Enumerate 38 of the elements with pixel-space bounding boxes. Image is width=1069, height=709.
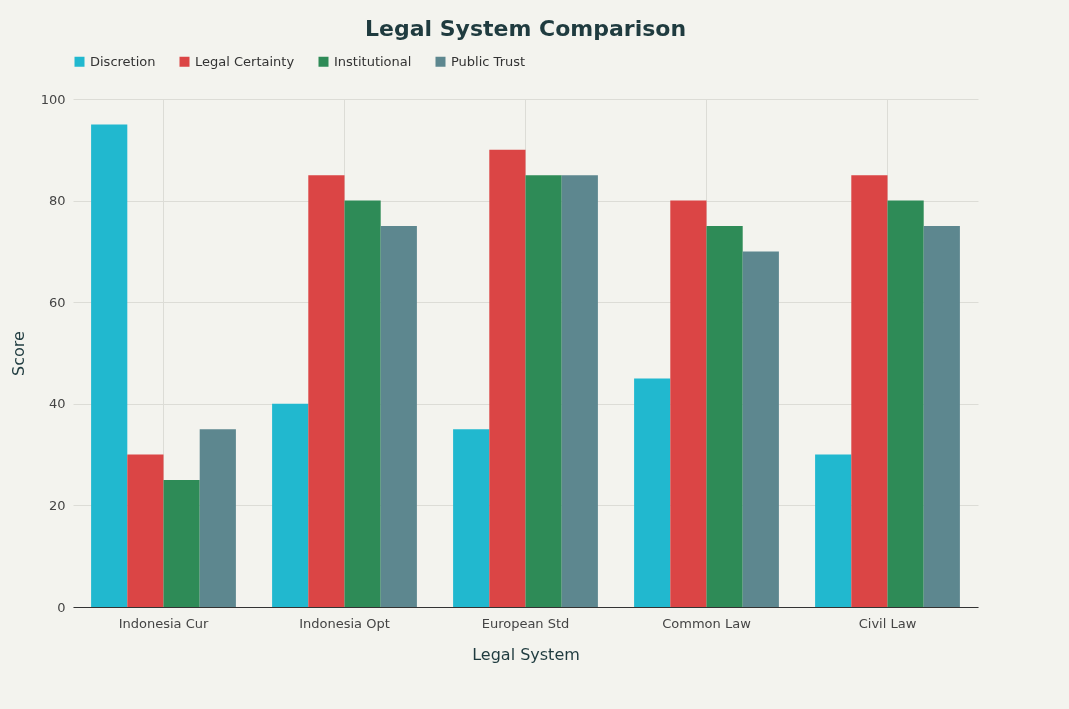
x-tick-label: Civil Law	[858, 615, 917, 631]
bar	[742, 251, 779, 607]
bar	[127, 454, 164, 607]
bar	[706, 226, 743, 607]
bar	[851, 175, 888, 607]
chart-title: Legal System Comparison	[364, 16, 687, 41]
legend-label: Discretion	[90, 53, 156, 69]
bar	[272, 403, 309, 607]
bar	[525, 175, 562, 607]
bar	[91, 124, 128, 607]
bar	[489, 149, 526, 607]
bar	[561, 175, 598, 607]
bar	[380, 226, 417, 607]
x-tick-label: European Std	[481, 615, 570, 631]
legend-label: Institutional	[334, 53, 412, 69]
x-tick-label: Common Law	[662, 615, 752, 631]
x-tick-label: Indonesia Opt	[299, 615, 390, 631]
x-axis-title: Legal System	[472, 644, 580, 664]
bar	[163, 480, 200, 607]
x-tick-label: Indonesia Cur	[118, 615, 209, 631]
legend-label: Public Trust	[451, 53, 526, 69]
bar	[344, 200, 381, 607]
bar	[815, 454, 852, 607]
bar	[199, 429, 236, 607]
y-axis-title: Score	[8, 331, 28, 376]
y-tick-label: 40	[48, 396, 66, 412]
y-tick-label: 100	[40, 91, 66, 107]
y-tick-label: 60	[48, 294, 66, 310]
y-tick-label: 0	[57, 599, 66, 615]
y-tick-label: 80	[48, 193, 66, 209]
y-tick-label: 20	[48, 497, 66, 513]
bar	[923, 226, 960, 607]
bar	[887, 200, 924, 607]
bar	[670, 200, 707, 607]
bar	[634, 378, 671, 607]
legend-label: Legal Certainty	[195, 53, 295, 69]
bar	[308, 175, 345, 607]
bar	[453, 429, 490, 607]
